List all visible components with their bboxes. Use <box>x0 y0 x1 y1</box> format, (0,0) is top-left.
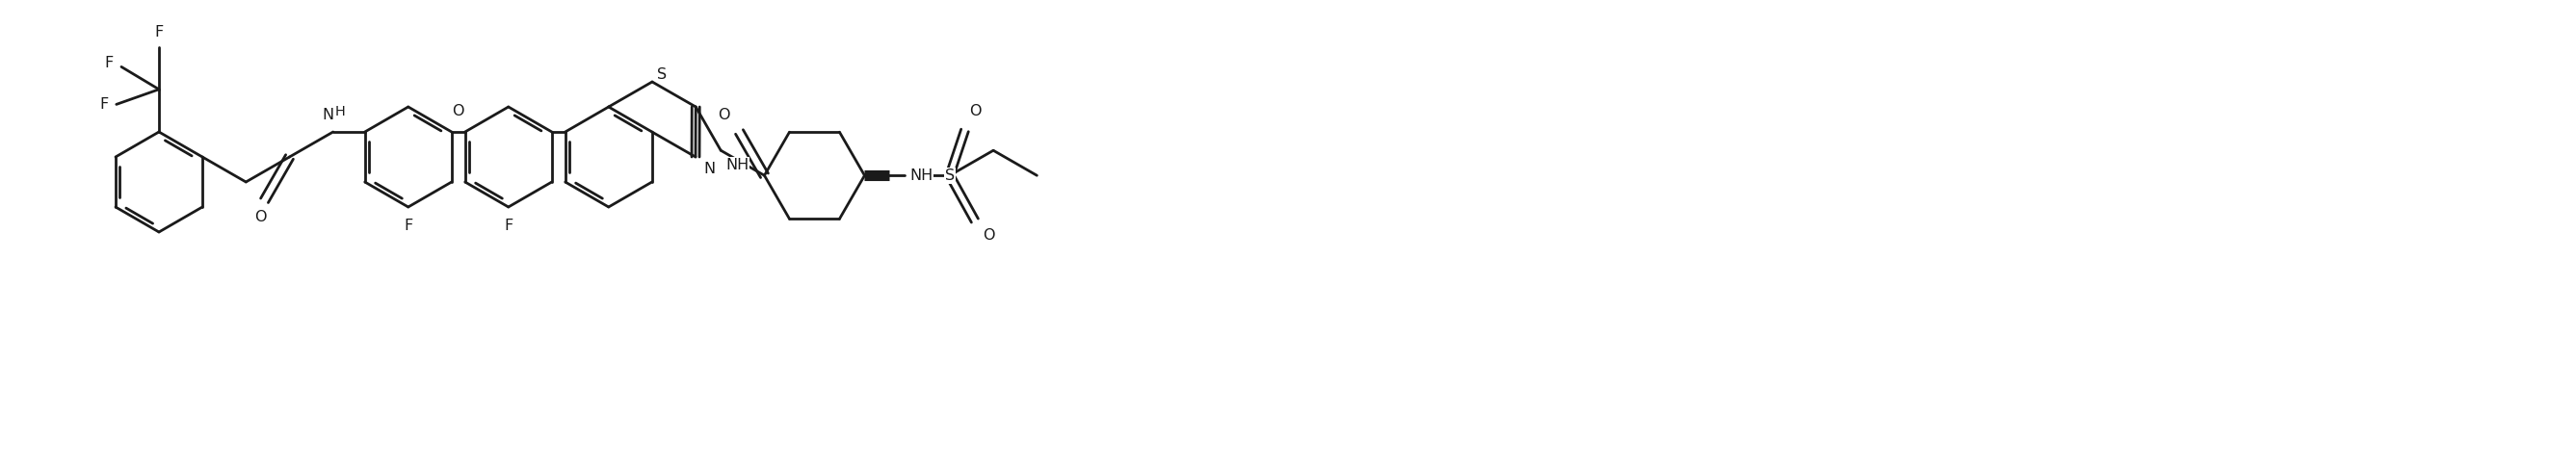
Text: O: O <box>969 104 981 119</box>
Text: F: F <box>505 219 513 233</box>
Text: O: O <box>453 104 464 118</box>
Text: NH: NH <box>726 158 750 172</box>
Text: NH: NH <box>909 168 933 183</box>
Text: F: F <box>106 56 113 70</box>
Text: S: S <box>657 67 667 82</box>
Text: S: S <box>945 168 956 183</box>
Text: N: N <box>322 108 335 122</box>
Text: O: O <box>981 228 994 243</box>
Text: O: O <box>719 108 729 122</box>
Text: N: N <box>703 162 716 176</box>
Text: H: H <box>335 105 345 118</box>
Text: F: F <box>155 25 162 39</box>
Text: O: O <box>255 210 268 225</box>
Text: F: F <box>100 97 108 111</box>
Text: F: F <box>404 219 412 233</box>
